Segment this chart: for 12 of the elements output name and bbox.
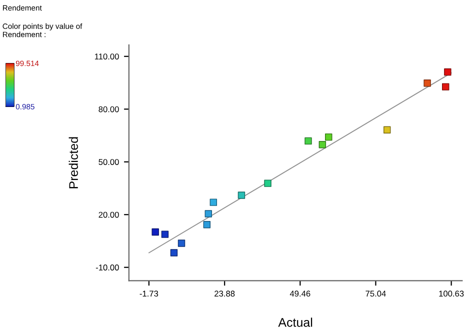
y-tick-label: 80.00	[98, 106, 119, 112]
x-tick-label: -1.73	[140, 290, 158, 297]
y-tick-label: 20.00	[98, 212, 119, 218]
y-axis-title: Predicted	[68, 137, 78, 188]
y-tick-label: 110.00	[94, 54, 119, 60]
y-tick-label: -10.00	[96, 264, 119, 270]
x-tick-label: 49.46	[290, 290, 310, 297]
x-tick-label: 100.63	[439, 290, 464, 297]
x-tick-label: 23.88	[214, 290, 235, 297]
x-tick-label: 75.04	[366, 290, 386, 297]
x-axis-title: Actual	[278, 318, 312, 327]
y-tick-label: 50.00	[98, 159, 119, 165]
